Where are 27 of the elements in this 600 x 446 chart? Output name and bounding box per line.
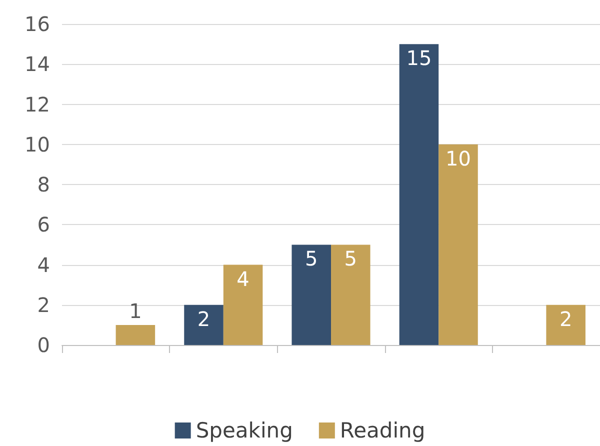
legend-label: Reading: [340, 418, 426, 442]
data-label: 5: [304, 246, 318, 271]
bar: [399, 44, 439, 345]
data-label: 1: [129, 298, 142, 323]
data-label: 2: [197, 306, 210, 331]
data-label: 4: [236, 266, 250, 291]
y-tick-label: 16: [24, 12, 50, 36]
y-tick-label: 12: [24, 92, 50, 116]
bar: [292, 244, 331, 345]
data-label: 10: [446, 146, 471, 170]
bar: [223, 264, 263, 345]
data-label: 15: [406, 46, 432, 70]
y-tick-label: 10: [24, 132, 50, 156]
bar: [184, 304, 224, 345]
legend-label: Speaking: [196, 418, 293, 442]
y-tick-label: 8: [37, 172, 50, 196]
y-tick-label: 2: [37, 292, 50, 317]
bar: [546, 304, 586, 345]
bar: [331, 244, 370, 345]
data-label: 2: [559, 306, 572, 331]
bar: [116, 324, 156, 345]
data-label: 5: [344, 246, 358, 271]
bar: [438, 144, 478, 345]
y-tick-label: 14: [24, 52, 50, 76]
y-tick-label: 6: [37, 212, 50, 237]
y-tick-label: 4: [37, 252, 50, 277]
y-tick-label: 0: [37, 333, 50, 357]
